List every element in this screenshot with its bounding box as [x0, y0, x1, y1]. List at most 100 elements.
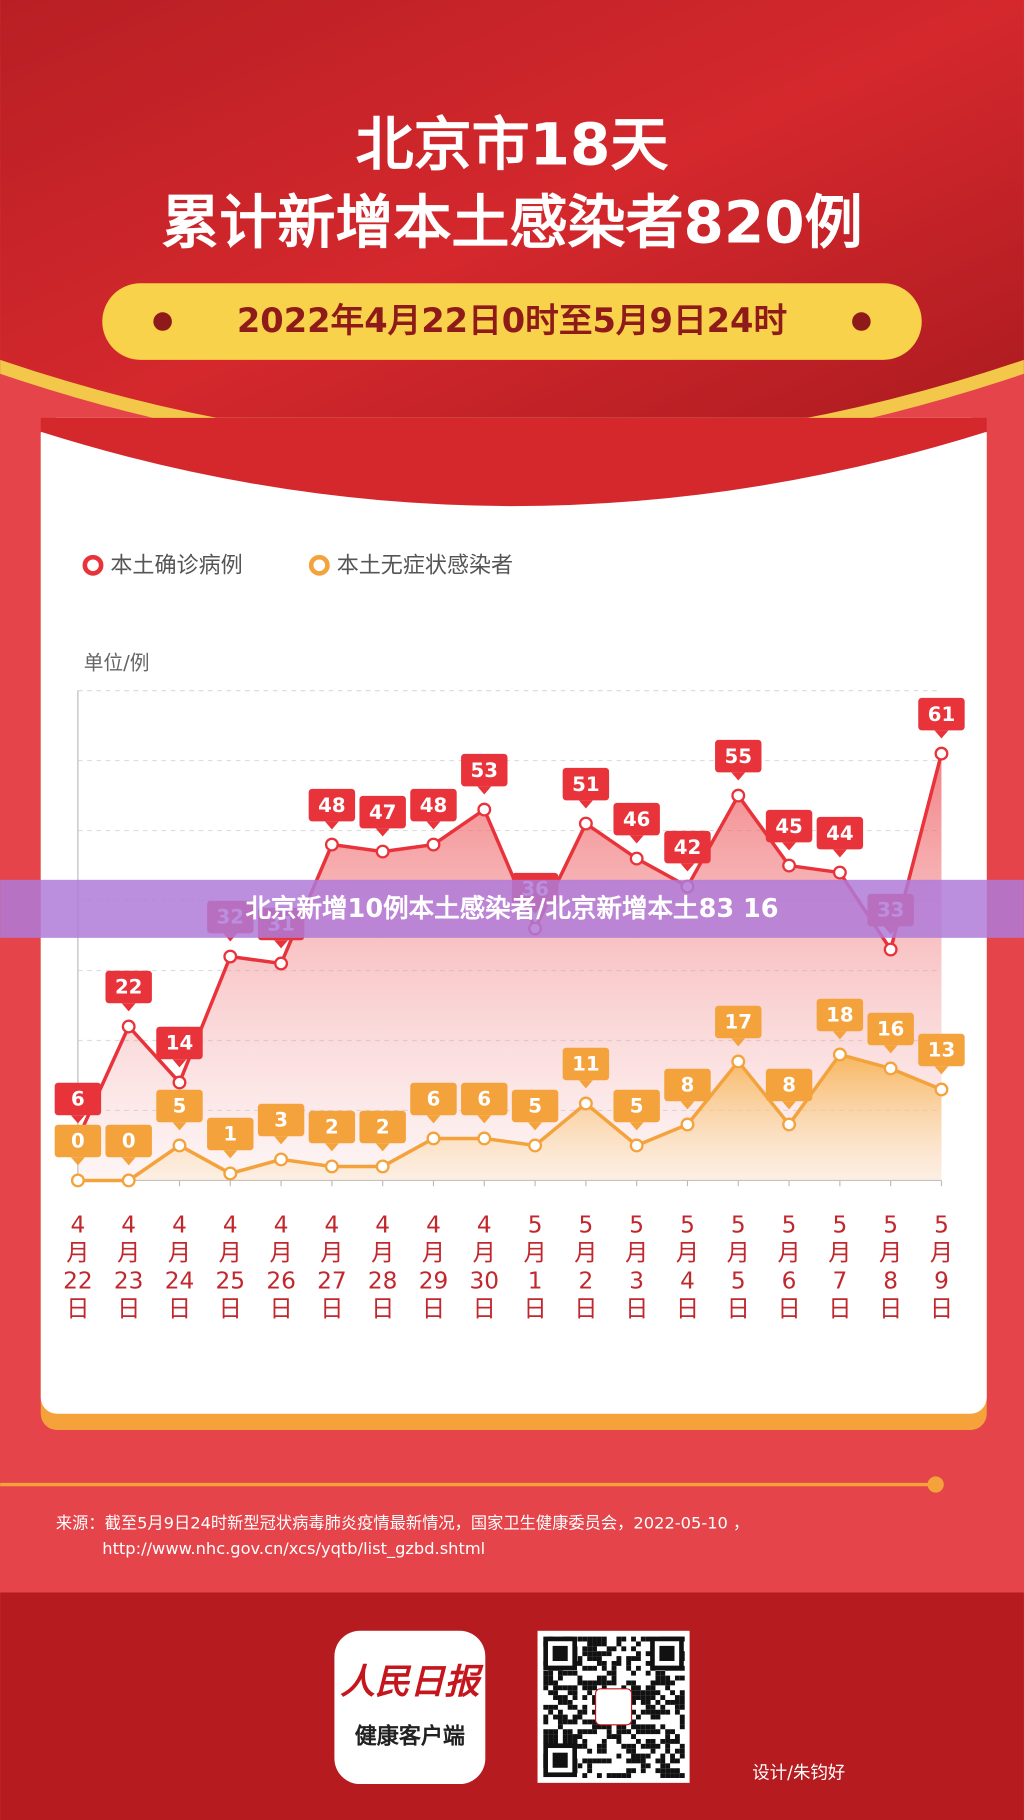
value-label-pointer: [274, 1136, 289, 1145]
value-label-pointer: [731, 772, 746, 781]
qr-cell: [606, 1773, 612, 1778]
value-label-bg: [359, 795, 406, 829]
qr-finder: [552, 1645, 568, 1661]
qr-cell: [553, 1738, 558, 1744]
qr-cell: [631, 1719, 636, 1725]
qr-cell: [660, 1758, 666, 1764]
qr-cell: [645, 1743, 651, 1749]
qr-cell: [679, 1724, 685, 1730]
area: [77, 1054, 942, 1181]
qr-cell: [587, 1656, 593, 1661]
qr-cell: [660, 1680, 666, 1686]
qr-cell: [548, 1690, 554, 1696]
value-label-bg: [54, 1082, 102, 1116]
value-label-pointer: [121, 1157, 136, 1166]
qr-cell: [645, 1704, 651, 1710]
legend-label: 本土无症状感染者: [337, 553, 513, 578]
qr-cell: [631, 1695, 636, 1700]
qr-cell: [631, 1656, 636, 1661]
value-label-bg: [461, 753, 508, 787]
qr-cell: [660, 1753, 666, 1759]
qr-cell: [596, 1724, 602, 1730]
qr-cell: [660, 1768, 666, 1774]
qr-cell: [655, 1709, 661, 1715]
qr-cell: [582, 1709, 588, 1715]
value-label-pointer: [731, 1038, 746, 1047]
qr-cell: [606, 1670, 612, 1676]
value-label-pointer: [324, 821, 339, 830]
point: [477, 1131, 492, 1146]
qr-cell: [665, 1738, 671, 1744]
qr-cell: [592, 1709, 597, 1715]
qr-cell: [572, 1734, 578, 1739]
value-label-bg: [765, 809, 813, 843]
qr-cell: [548, 1680, 554, 1686]
qr-cell: [611, 1665, 617, 1671]
value-label: 3: [274, 1109, 288, 1132]
qr-cell: [606, 1729, 612, 1735]
qr-cell: [635, 1641, 641, 1647]
qr-cell: [631, 1768, 636, 1774]
qr-cell: [660, 1704, 666, 1710]
value-label-bg: [257, 1103, 305, 1137]
qr-cell: [582, 1773, 588, 1778]
divider-dot: [927, 1476, 944, 1493]
qr-cell: [631, 1680, 636, 1686]
point: [629, 851, 644, 866]
qr-cell: [679, 1748, 685, 1754]
qr-cell: [655, 1680, 661, 1686]
qr-cell: [553, 1714, 558, 1720]
qr-cell: [611, 1734, 617, 1739]
qr-cell: [592, 1656, 597, 1661]
qr-cell: [592, 1758, 597, 1764]
point: [832, 865, 847, 880]
x-tick-label: 4 月 28 日: [368, 1211, 398, 1322]
value-label-bg: [511, 1089, 559, 1123]
qr-cell: [553, 1734, 558, 1739]
qr-cell: [582, 1719, 588, 1725]
qr-cell: [674, 1699, 680, 1705]
qr-cell: [596, 1641, 602, 1647]
value-label-pointer: [375, 828, 390, 837]
value-label-pointer: [629, 1122, 644, 1131]
value-label: 17: [725, 1011, 752, 1034]
date-pill: [102, 283, 922, 360]
qr-cell: [665, 1768, 671, 1774]
qr-cell: [640, 1695, 646, 1700]
qr-cell: [587, 1768, 593, 1774]
legend-label: 本土确诊病例: [110, 553, 242, 578]
qr-code: [543, 1636, 685, 1778]
qr-cell: [567, 1690, 573, 1696]
qr-cell: [601, 1641, 607, 1647]
qr-cell: [660, 1695, 666, 1700]
qr-cell: [582, 1758, 588, 1764]
qr-cell: [582, 1636, 588, 1642]
value-label: 1: [223, 1123, 237, 1146]
qr-cell: [562, 1734, 568, 1739]
qr-cell: [557, 1709, 563, 1715]
value-label-pointer: [426, 821, 441, 830]
value-label: 48: [420, 794, 447, 817]
qr-cell: [631, 1690, 636, 1696]
point: [731, 788, 746, 803]
value-label-pointer: [578, 800, 593, 809]
qr-cell: [650, 1695, 656, 1700]
value-label-pointer: [680, 863, 695, 872]
value-label-bg: [461, 1082, 508, 1116]
qr-cell: [587, 1690, 593, 1696]
legend-marker: [82, 554, 104, 576]
value-label-pointer: [121, 1003, 136, 1012]
qr-cell: [635, 1724, 641, 1730]
qr-cell: [665, 1734, 671, 1739]
qr-cell: [631, 1685, 636, 1691]
qr-cell: [592, 1665, 597, 1671]
qr-cell: [645, 1753, 651, 1759]
point: [375, 844, 390, 859]
point: [274, 956, 289, 971]
qr-cell: [543, 1704, 549, 1710]
qr-cell: [621, 1773, 627, 1778]
point: [578, 816, 593, 831]
qr-cell: [587, 1641, 593, 1647]
qr-cell: [616, 1773, 622, 1778]
